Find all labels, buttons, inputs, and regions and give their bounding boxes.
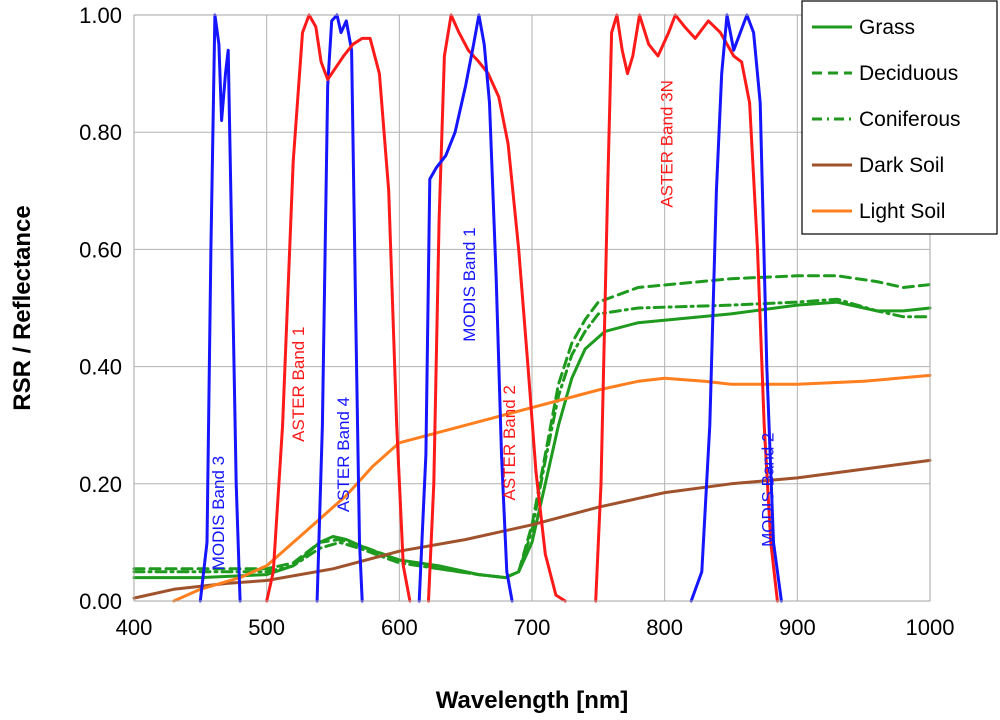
series-modis-band-2 <box>689 13 783 603</box>
legend-label-dark-soil: Dark Soil <box>859 154 944 177</box>
annotation-modis-band-2: MODIS Band 2 <box>759 433 778 547</box>
x-tick-label: 600 <box>381 615 418 640</box>
x-tick-label: 800 <box>646 615 683 640</box>
legend: Grass Deciduous Coniferous Dark Soil Light S… <box>801 0 998 235</box>
series-aster-band-1 <box>265 13 412 603</box>
y-tick-label: 0.80 <box>79 120 122 145</box>
y-tick-label: 0.00 <box>79 589 122 614</box>
y-tick-label: 0.40 <box>79 355 122 380</box>
y-tick-label: 0.20 <box>79 472 122 497</box>
x-tick-label: 400 <box>116 615 153 640</box>
annotation-modis-band-3: MODIS Band 3 <box>209 456 228 570</box>
x-tick-label: 500 <box>248 615 285 640</box>
series-dark-soil <box>132 458 932 600</box>
x-axis-title: Wavelength [nm] <box>436 687 628 714</box>
annotation-modis-band-1: MODIS Band 1 <box>460 227 479 341</box>
legend-label-grass: Grass <box>859 16 915 39</box>
legend-label-light-soil: Light Soil <box>859 200 945 223</box>
series-modis-band-1 <box>417 13 514 603</box>
series-modis-band-3 <box>198 13 242 603</box>
annotation-aster-band-3n: ASTER Band 3N <box>658 80 677 208</box>
y-tick-label: 0.60 <box>79 237 122 262</box>
band-annotations: MODIS Band 3 ASTER Band 1 ASTER Band 4 MODI… <box>209 80 777 570</box>
series-aster-band-3n <box>594 13 779 603</box>
x-tick-label: 900 <box>779 615 816 640</box>
annotation-aster-band-1: ASTER Band 1 <box>289 327 308 442</box>
legend-label-deciduous: Deciduous <box>859 62 958 85</box>
plot-area-frame <box>133 14 931 602</box>
annotation-aster-band-4: ASTER Band 4 <box>334 397 353 512</box>
x-tick-label: 700 <box>514 615 551 640</box>
series-light-soil <box>172 373 932 603</box>
legend-label-coniferous: Coniferous <box>859 108 961 131</box>
series-modis-band-4 <box>315 13 364 603</box>
annotation-aster-band-2: ASTER Band 2 <box>500 385 519 500</box>
x-tick-label: 1000 <box>906 615 955 640</box>
plot-series <box>132 13 932 603</box>
y-axis-title: RSR / Reflectance <box>9 205 36 410</box>
y-axis-ticks: 0.00 0.20 0.40 0.60 0.80 1.00 <box>79 3 122 614</box>
x-axis-ticks: 400 500 600 700 800 900 1000 <box>116 615 955 640</box>
y-tick-label: 1.00 <box>79 3 122 28</box>
